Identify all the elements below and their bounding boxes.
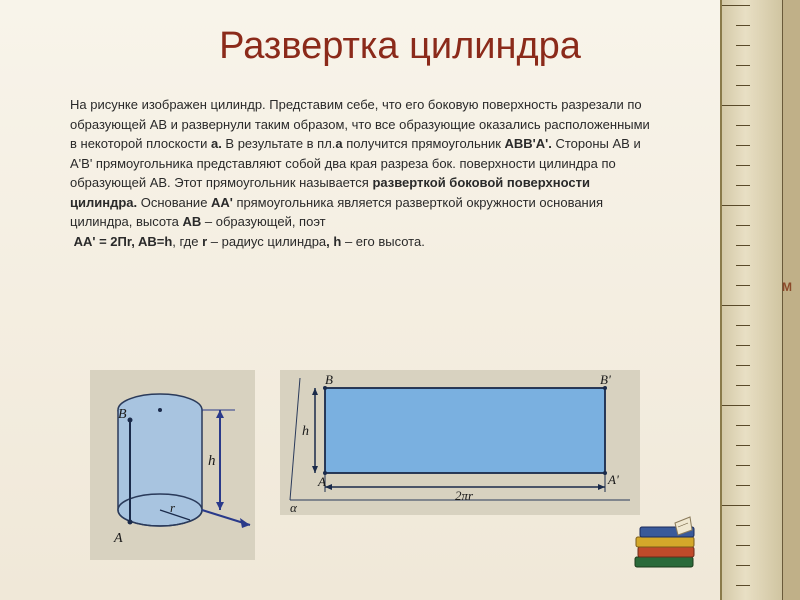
ruler-tick [722, 205, 750, 206]
ruler-tick [736, 25, 750, 26]
ruler-tick [736, 85, 750, 86]
ruler-tick [736, 485, 750, 486]
label-alpha: α [290, 500, 298, 515]
ruler-tick [722, 5, 750, 6]
ruler-tick [736, 145, 750, 146]
ruler-tick [722, 505, 750, 506]
text-segment: – образующей, поэт [201, 214, 325, 229]
ruler-tick [736, 65, 750, 66]
ruler-tick [736, 185, 750, 186]
ruler-tick [722, 305, 750, 306]
ruler-tick [736, 545, 750, 546]
ruler-tick [722, 405, 750, 406]
ruler-tick [736, 585, 750, 586]
ruler-tick [736, 425, 750, 426]
ruler-tick [722, 105, 750, 106]
ruler-tick [736, 365, 750, 366]
label-Bp: B' [600, 372, 611, 387]
bold-segment: AA' [211, 195, 233, 210]
ruler-tick [736, 225, 750, 226]
bold-segment: AA' = 2Пr, AB=h [74, 234, 173, 249]
bold-segment: , h [326, 234, 341, 249]
main-paragraph: На рисунке изображен цилиндр. Представим… [70, 95, 660, 251]
label-2pir: 2πr [455, 488, 474, 503]
unrolled-rect-figure: B B' A A' h 2πr α [280, 370, 640, 515]
ruler-tick [736, 565, 750, 566]
ruler-tick [736, 265, 750, 266]
ruler-tick [736, 165, 750, 166]
label-B: B [118, 407, 127, 422]
bold-segment: а [335, 136, 342, 151]
bold-segment: а. [211, 136, 222, 151]
ruler-tick [736, 125, 750, 126]
ruler-tick [736, 385, 750, 386]
books-icon [630, 515, 705, 575]
ruler-tick [736, 45, 750, 46]
ruler-decoration [720, 0, 800, 600]
rect-svg: B B' A A' h 2πr α [280, 370, 640, 515]
cylinder-figure: B A r h [90, 370, 255, 560]
label-h: h [208, 453, 216, 469]
cylinder-svg: B A r h [90, 370, 255, 560]
label-B2: B [325, 372, 333, 387]
ruler-tick [736, 525, 750, 526]
text-segment: – радиус цилиндра [207, 234, 326, 249]
page-title: Развертка цилиндра [219, 25, 581, 68]
text-segment: – его высота. [341, 234, 424, 249]
text-segment: получится прямоугольник [343, 136, 505, 151]
esc-indicator: М [782, 280, 792, 294]
ruler-tick [736, 285, 750, 286]
label-A: A [113, 531, 123, 546]
ruler-tick [736, 245, 750, 246]
ruler-tick [736, 465, 750, 466]
text-segment: , где [172, 234, 202, 249]
bold-segment: AB [183, 214, 202, 229]
text-segment: Основание [137, 195, 211, 210]
label-A2: A [317, 474, 326, 489]
ruler-tick [736, 345, 750, 346]
label-h2: h [302, 424, 309, 439]
ruler-tick [736, 325, 750, 326]
text-segment: В результате в пл. [222, 136, 336, 151]
bold-segment: ABB'A'. [505, 136, 552, 151]
label-Ap: A' [607, 472, 619, 487]
ruler-edge [782, 0, 800, 600]
ruler-tick [736, 445, 750, 446]
